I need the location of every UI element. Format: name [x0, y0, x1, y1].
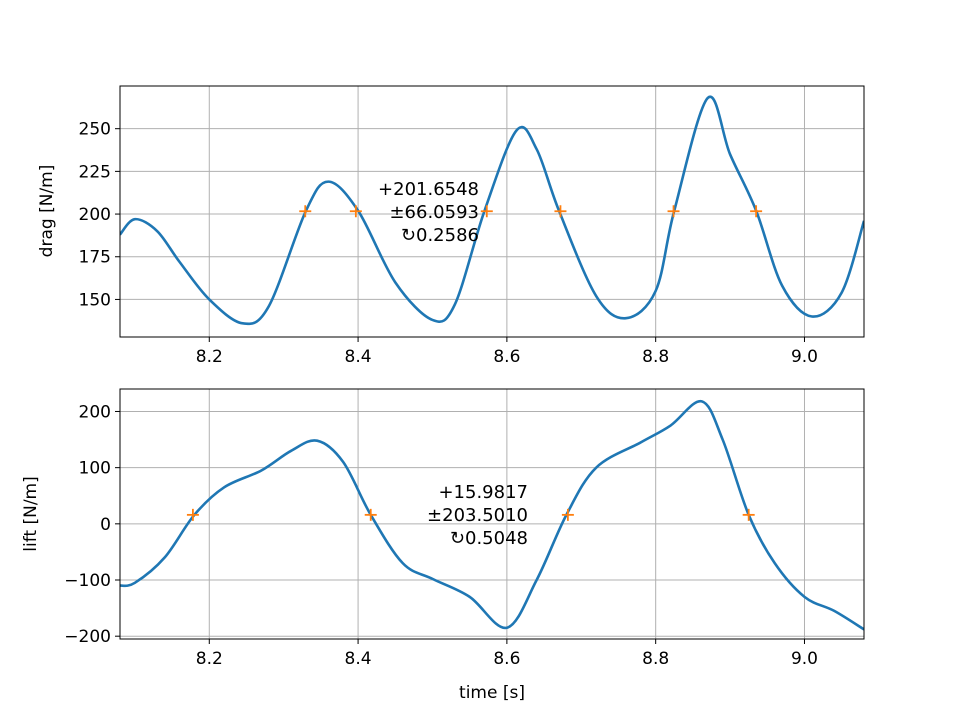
lift-ytick-label: −100 — [64, 571, 111, 591]
lift-annotation-line-1: +15.9817 — [438, 482, 528, 503]
lift-xtick-label: 8.4 — [345, 649, 372, 669]
drag-ytick-label: 175 — [79, 248, 111, 268]
drag-annotation-line-1: +201.6548 — [378, 179, 479, 200]
lift-xtick-label: 9.0 — [791, 649, 818, 669]
lift-crossing-marker — [561, 508, 574, 521]
lift-ytick-label: 200 — [79, 402, 111, 422]
lift-ytick-label: −200 — [64, 627, 111, 647]
lift-xtick-label: 8.2 — [196, 649, 223, 669]
lift-ticks: 8.2 8.4 8.6 8.8 9.0 −200 −100 0 100 200 — [64, 402, 818, 669]
drag-xtick-label: 8.6 — [493, 347, 520, 367]
drag-ytick-label: 150 — [79, 290, 111, 310]
drag-ytick-label: 200 — [79, 205, 111, 225]
lift-markers — [186, 508, 755, 521]
drag-crossing-marker — [299, 205, 312, 218]
drag-subplot: 8.2 8.4 8.6 8.8 9.0 150 175 200 225 250 +201.6548… — [37, 85, 865, 367]
drag-crossing-marker — [667, 205, 680, 218]
lift-annotation-line-2: ±203.5010 — [427, 505, 528, 526]
lift-crossing-marker — [742, 508, 755, 521]
drag-annotation-line-2: ±66.0593 — [389, 202, 479, 223]
lift-crossing-marker — [364, 508, 377, 521]
lift-annotation-line-3: ↻0.5048 — [450, 528, 528, 549]
drag-xtick-label: 8.2 — [196, 347, 223, 367]
drag-crossing-marker — [750, 205, 763, 218]
lift-xtick-label: 8.6 — [493, 649, 520, 669]
drag-ytick-label: 250 — [79, 120, 111, 140]
drag-crossing-marker — [554, 205, 567, 218]
drag-axes-frame — [119, 85, 865, 338]
lift-ytick-label: 0 — [100, 515, 111, 535]
lift-grid — [120, 389, 864, 639]
lift-plot-area — [120, 389, 864, 639]
drag-ylabel: drag [N/m] — [37, 165, 57, 258]
lift-ylabel: lift [N/m] — [21, 476, 41, 551]
lift-crossing-marker — [186, 508, 199, 521]
time-xlabel: time [s] — [459, 683, 525, 703]
drag-series — [120, 95, 864, 326]
lift-axes-frame — [119, 388, 865, 640]
lift-ytick-label: 100 — [79, 459, 111, 479]
drag-crossing-marker — [349, 205, 362, 218]
drag-xtick-label: 8.8 — [642, 347, 669, 367]
drag-ticks: 8.2 8.4 8.6 8.8 9.0 150 175 200 225 250 — [79, 120, 818, 367]
drag-annotation-line-3: ↻0.2586 — [401, 225, 479, 246]
lift-series-line — [120, 400, 864, 631]
drag-xtick-label: 9.0 — [791, 347, 818, 367]
lift-xtick-label: 8.8 — [642, 649, 669, 669]
drag-crossing-marker — [480, 205, 493, 218]
lift-series — [120, 400, 864, 631]
drag-series-line — [120, 95, 864, 326]
drag-ytick-label: 225 — [79, 162, 111, 182]
drag-markers — [299, 205, 763, 218]
drag-xtick-label: 8.4 — [345, 347, 372, 367]
